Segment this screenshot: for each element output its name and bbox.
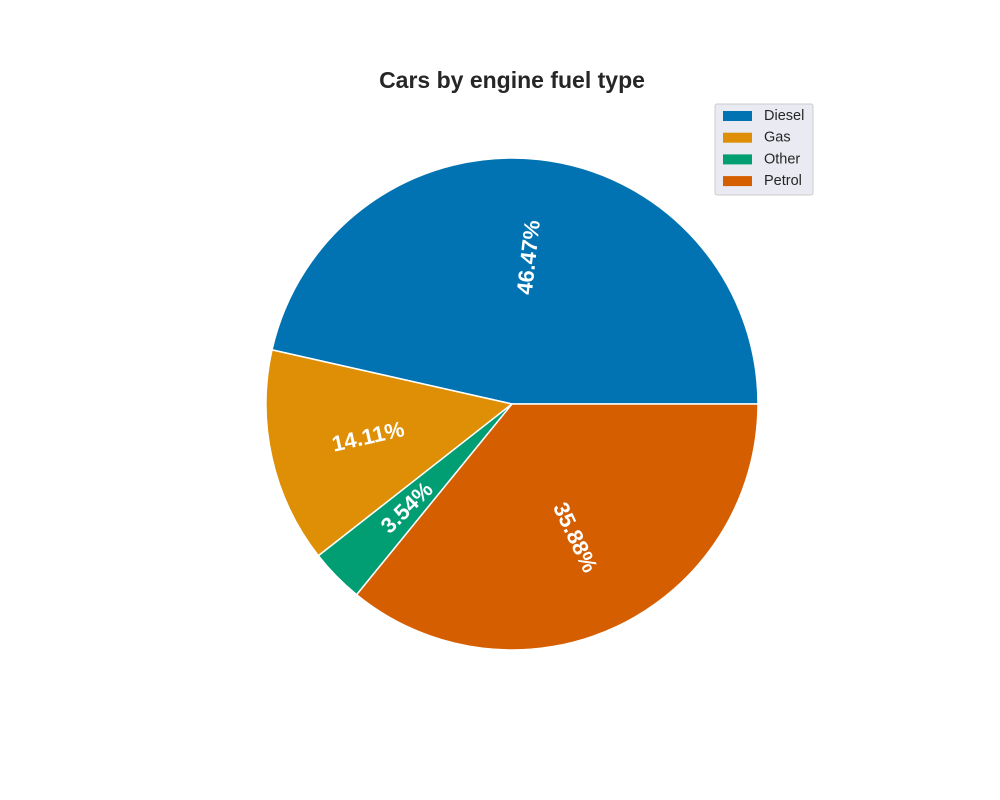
legend-label-diesel: Diesel: [764, 108, 804, 124]
pie-slice-diesel: [271, 157, 759, 405]
legend-swatch-petrol: [723, 176, 752, 187]
pie-slices: [265, 157, 759, 651]
legend-frame: [714, 103, 814, 196]
legend-label-petrol: Petrol: [764, 173, 802, 189]
chart-title: Cars by engine fuel type: [379, 67, 645, 93]
legend-label-other: Other: [764, 151, 800, 167]
pie-slice-petrol: [355, 403, 759, 651]
legend-items: Diesel Gas Other Petrol: [723, 108, 804, 189]
legend-swatch-gas: [723, 132, 752, 143]
legend-swatch-other: [723, 154, 752, 165]
legend-label-gas: Gas: [764, 130, 791, 146]
pie-slice-gas: [265, 349, 513, 557]
legend-swatch-diesel: [723, 111, 752, 121]
legend: Diesel Gas Other Petrol: [714, 103, 814, 196]
